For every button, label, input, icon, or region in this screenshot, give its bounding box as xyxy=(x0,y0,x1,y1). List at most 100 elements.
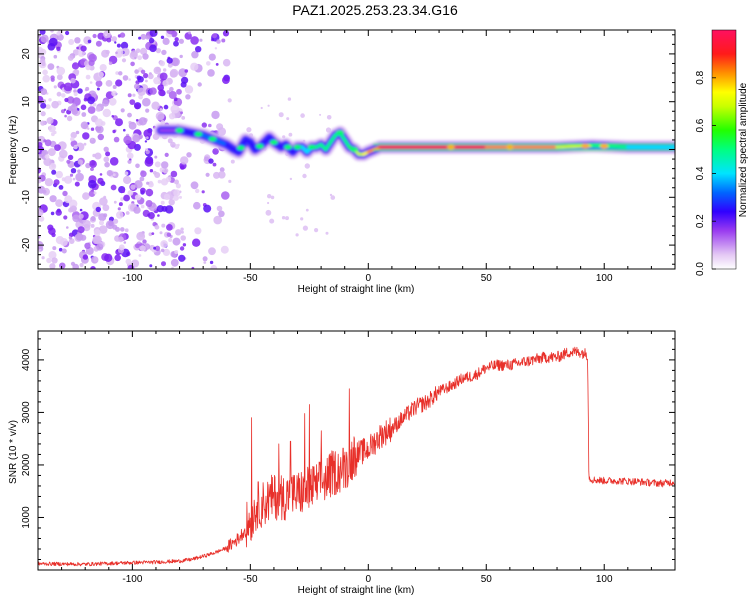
ridge-segment xyxy=(366,145,382,154)
noise-blob xyxy=(267,201,270,205)
noise-blob xyxy=(142,53,149,60)
noise-blob xyxy=(95,80,103,87)
noise-blob xyxy=(41,256,45,260)
x-tick-label: 100 xyxy=(596,574,613,585)
noise-blob xyxy=(49,195,57,203)
noise-blob xyxy=(92,33,97,39)
noise-blob xyxy=(133,83,140,90)
noise-blob xyxy=(169,86,174,92)
noise-blob xyxy=(329,193,333,197)
y-tick-label: 4000 xyxy=(21,348,32,371)
noise-blob xyxy=(197,82,202,87)
noise-blob xyxy=(99,64,107,72)
spectrogram-frame xyxy=(37,29,676,270)
noise-blob xyxy=(160,200,165,205)
noise-blob xyxy=(152,170,157,175)
noise-blob xyxy=(206,61,211,66)
noise-blob xyxy=(173,40,179,47)
noise-blob xyxy=(51,100,59,109)
noise-blob xyxy=(81,112,87,117)
noise-blob xyxy=(73,69,80,75)
noise-blob xyxy=(281,216,286,220)
noise-blob xyxy=(260,106,263,110)
ridge-knot xyxy=(175,127,184,133)
noise-blob xyxy=(85,86,90,91)
noise-blob xyxy=(135,163,140,169)
noise-blob xyxy=(124,228,129,233)
noise-blob xyxy=(164,152,169,157)
noise-blob xyxy=(180,230,184,234)
noise-blob xyxy=(109,157,119,166)
noise-blob xyxy=(148,37,155,44)
noise-blob xyxy=(139,245,146,252)
noise-blob xyxy=(211,110,220,120)
noise-blob xyxy=(186,152,192,158)
noise-blob xyxy=(191,266,195,269)
noise-blob xyxy=(77,88,83,94)
noise-blob xyxy=(67,106,73,112)
noise-blob xyxy=(134,69,139,74)
noise-blob xyxy=(80,45,87,52)
noise-blob xyxy=(145,35,150,40)
noise-blob xyxy=(174,250,179,254)
noise-blob xyxy=(190,181,199,190)
noise-blob xyxy=(76,46,79,50)
noise-blob xyxy=(155,111,165,121)
noise-blob xyxy=(71,103,76,108)
noise-blob xyxy=(135,243,140,249)
ridge-knot xyxy=(284,144,293,150)
spectral-ridge xyxy=(153,123,675,162)
x-tick-label: 50 xyxy=(481,574,493,585)
noise-blob xyxy=(168,91,177,99)
noise-blob xyxy=(302,173,307,179)
noise-blob xyxy=(143,73,149,79)
noise-blob xyxy=(160,178,169,186)
noise-blob xyxy=(212,162,217,167)
snr-plot-area xyxy=(38,331,675,570)
noise-blob xyxy=(42,149,49,156)
noise-blob xyxy=(105,80,113,87)
ridge-knot xyxy=(236,145,245,151)
noise-blob xyxy=(135,119,139,122)
noise-blob xyxy=(218,171,226,179)
noise-blob xyxy=(45,104,51,110)
colorbar-tick-label: 0.4 xyxy=(695,166,706,180)
noise-blob xyxy=(159,72,168,81)
noise-blob xyxy=(162,37,170,46)
noise-blob xyxy=(132,134,141,143)
noise-blob xyxy=(40,88,48,95)
noise-blob xyxy=(140,204,145,209)
noise-blob xyxy=(131,259,140,268)
noise-blob xyxy=(103,146,109,152)
noise-blob xyxy=(161,161,169,169)
noise-blob xyxy=(182,243,187,247)
noise-blob xyxy=(137,87,146,96)
noise-blob xyxy=(137,55,143,61)
spectrogram-x-axis-label: Height of straight line (km) xyxy=(298,284,415,295)
noise-blob xyxy=(134,180,143,189)
noise-blob xyxy=(148,232,153,237)
noise-blob xyxy=(38,209,44,217)
noise-blob xyxy=(161,223,166,228)
noise-blob xyxy=(138,254,142,257)
noise-blob xyxy=(90,216,96,221)
noise-blob xyxy=(212,33,218,39)
x-tick-label: -50 xyxy=(243,273,258,284)
noise-blob xyxy=(162,248,171,256)
noise-blob xyxy=(286,117,290,121)
noise-blob xyxy=(193,201,201,210)
noise-blob xyxy=(59,149,68,159)
noise-blob xyxy=(173,189,181,197)
noise-blob xyxy=(114,254,121,262)
noise-blob xyxy=(146,181,150,185)
noise-blob xyxy=(83,97,88,102)
noise-blob xyxy=(174,37,179,42)
noise-blob xyxy=(138,36,142,40)
noise-blob xyxy=(103,156,110,163)
noise-blob xyxy=(89,160,97,168)
noise-blob xyxy=(38,35,41,38)
noise-blob xyxy=(285,216,289,221)
ridge-knot xyxy=(350,147,359,152)
noise-blob xyxy=(227,98,232,103)
noise-blob xyxy=(54,144,61,152)
